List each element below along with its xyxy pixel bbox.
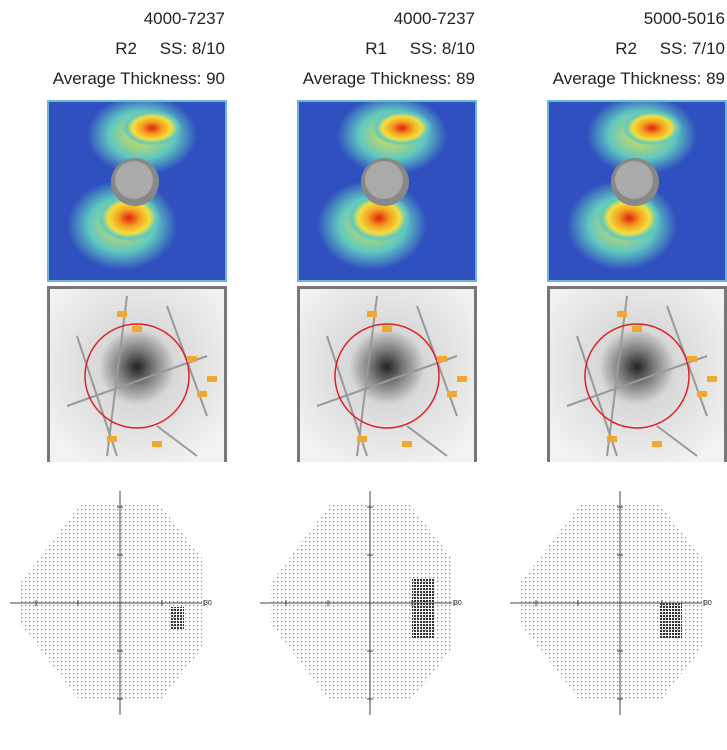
scan-id: 4000-7237: [144, 9, 225, 28]
fundus-border: [47, 286, 227, 462]
optic-cup: [365, 161, 403, 199]
visual-field: 30: [510, 491, 712, 715]
deviation-patch: [197, 391, 207, 397]
thickness-map: [547, 100, 727, 462]
vessel: [656, 425, 698, 457]
deviation-patch: [687, 356, 697, 362]
fundus-border: [297, 286, 477, 462]
scan-id: 4000-7237: [394, 9, 475, 28]
report-column: 5000-5016 SS: 7/10 R2 Average Thickness: 89…: [510, 9, 727, 715]
deviation-patch: [382, 326, 392, 332]
field-defect: [412, 578, 434, 638]
visual-field: 30: [10, 491, 212, 715]
field-axis-label: 30: [204, 600, 212, 607]
hot-lower-red: [347, 194, 411, 242]
optic-cup: [115, 161, 153, 199]
field-defect: [660, 603, 682, 639]
vessel: [406, 425, 448, 457]
report-column: 4000-7237 SS: 8/10 R2 Average Thickness: 90…: [10, 9, 227, 715]
hot-lower-red: [597, 194, 661, 242]
fundus-border: [547, 286, 727, 462]
deviation-patch: [652, 441, 662, 447]
deviation-patch: [357, 436, 367, 442]
average-thickness: Average Thickness: 89: [303, 69, 475, 88]
deviation-patch: [697, 391, 707, 397]
hot-upper-red: [622, 110, 682, 146]
deviation-patch: [447, 391, 457, 397]
measurement-circle: [334, 323, 440, 429]
optic-cup: [615, 161, 653, 199]
deviation-patch: [607, 436, 617, 442]
eye-label: R2: [615, 39, 637, 58]
deviation-patch: [402, 441, 412, 447]
fundus-bg: [547, 286, 727, 462]
deviation-patch: [107, 436, 117, 442]
deviation-patch: [707, 376, 717, 382]
deviation-patch: [632, 326, 642, 332]
average-thickness: Average Thickness: 90: [53, 69, 225, 88]
field-defect: [170, 607, 184, 629]
signal-strength: SS: 7/10: [660, 39, 725, 58]
report-column: 4000-7237 SS: 8/10 R1 Average Thickness: 89…: [260, 9, 477, 715]
deviation-patch: [457, 376, 467, 382]
thickness-map: [297, 100, 477, 462]
eye-label: R2: [115, 39, 137, 58]
deviation-patch: [187, 356, 197, 362]
deviation-patch: [207, 376, 217, 382]
deviation-patch: [367, 311, 377, 317]
thickness-map: [47, 100, 227, 462]
hot-upper-red: [122, 110, 182, 146]
hot-lower-red: [97, 194, 161, 242]
field-axis-label: 30: [454, 600, 462, 607]
vessel: [156, 425, 198, 457]
visual-field: 30: [260, 491, 462, 715]
deviation-patch: [437, 356, 447, 362]
signal-strength: SS: 8/10: [160, 39, 225, 58]
hot-upper-red: [372, 110, 432, 146]
deviation-patch: [117, 311, 127, 317]
deviation-patch: [617, 311, 627, 317]
map-border: [297, 100, 477, 282]
signal-strength: SS: 8/10: [410, 39, 475, 58]
vessel: [106, 295, 128, 457]
fundus-bg: [47, 286, 227, 462]
field-axis-label: 30: [704, 600, 712, 607]
scan-id: 5000-5016: [644, 9, 725, 28]
fundus-bg: [297, 286, 477, 462]
measurement-circle: [584, 323, 690, 429]
map-border: [547, 100, 727, 282]
measurement-circle: [84, 323, 190, 429]
average-thickness: Average Thickness: 89: [553, 69, 725, 88]
vessel: [606, 295, 628, 457]
vessel: [356, 295, 378, 457]
deviation-patch: [132, 326, 142, 332]
eye-label: R1: [365, 39, 387, 58]
deviation-patch: [152, 441, 162, 447]
map-border: [47, 100, 227, 282]
